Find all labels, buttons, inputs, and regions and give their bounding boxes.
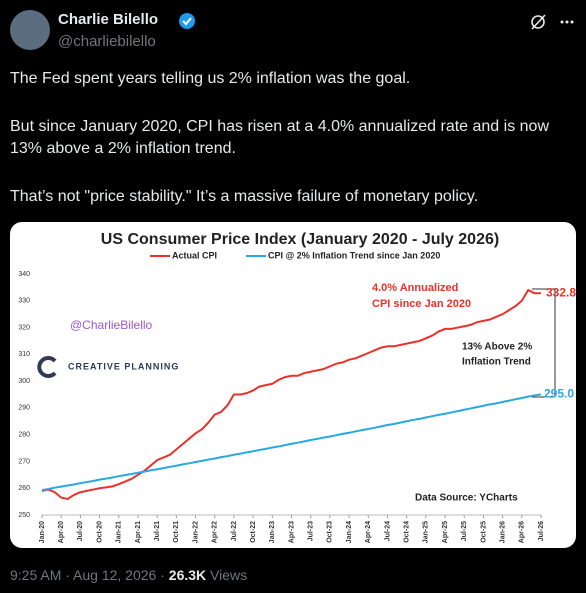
x-tick-label: Apr-25	[442, 521, 449, 543]
tweet-body: The Fed spent years telling us 2% inflat…	[10, 68, 570, 208]
avatar[interactable]	[10, 10, 50, 50]
y-tick-label: 340	[18, 271, 30, 278]
x-tick-label: Jan-23	[269, 521, 276, 543]
x-tick-label: Apr-20	[58, 521, 65, 543]
logo: CREATIVE PLANNING	[68, 361, 179, 371]
x-tick-label: Apr-26	[519, 521, 526, 543]
x-tick-label: Oct-20	[96, 521, 103, 543]
y-tick-label: 330	[18, 298, 30, 305]
x-tick-label: Oct-25	[480, 521, 487, 543]
verified-badge	[179, 13, 195, 29]
y-tick-label: 250	[18, 512, 30, 519]
y-tick-label: 290	[18, 405, 30, 412]
y-tick-label: 310	[18, 351, 30, 358]
y-tick-label: 320	[18, 324, 30, 331]
chart[interactable]: US Consumer Price Index (January 2020 - …	[10, 222, 576, 548]
x-tick-label: Apr-22	[212, 521, 219, 543]
logo-icon	[37, 356, 57, 378]
end-label: 295.0	[544, 387, 574, 401]
source: Data Source: YCharts	[415, 493, 518, 504]
tweet-paragraph: That’s not "price stability." It’s a mas…	[10, 188, 479, 205]
x-tick-label: Jan-26	[499, 521, 506, 543]
x-tick-label: Jul-20	[77, 521, 84, 541]
x-tick-label: Jan-24	[346, 521, 353, 543]
annotation: 13% Above 2%	[462, 342, 532, 353]
x-tick-label: Jul-25	[461, 521, 468, 541]
x-tick-label: Oct-21	[173, 521, 180, 543]
x-tick-label: Oct-22	[250, 521, 257, 543]
y-tick-label: 270	[18, 458, 30, 465]
legend-label: Actual CPI	[172, 250, 217, 260]
tweet-actions[interactable]	[530, 12, 576, 32]
tweet-paragraph: But since January 2020, CPI has risen at…	[10, 118, 549, 157]
x-tick-label: Jul-21	[154, 521, 161, 541]
tweet-footer: 9:25 AM · Aug 12, 2026 · 26.3K Views	[10, 567, 247, 583]
x-tick-label: Jan-21	[116, 521, 123, 543]
y-tick-label: 300	[18, 378, 30, 385]
annotation: CPI since Jan 2020	[372, 298, 471, 310]
x-tick-label: Oct-24	[403, 521, 410, 543]
views-label: Views	[210, 567, 248, 583]
x-tick-label: Jan-25	[423, 521, 430, 543]
x-tick-label: Apr-21	[135, 521, 142, 543]
x-tick-label: Apr-24	[365, 521, 372, 543]
watermark: @CharlieBilello	[70, 318, 153, 332]
series-line	[41, 393, 542, 492]
x-tick-label: Jul-22	[231, 521, 238, 541]
author-name[interactable]: Charlie Bilello	[58, 11, 159, 28]
end-label: 332.8	[546, 285, 576, 299]
legend-label: CPI @ 2% Inflation Trend since Jan 2020	[268, 250, 440, 260]
chart-title: US Consumer Price Index (January 2020 - …	[101, 231, 499, 248]
chart-background	[10, 222, 576, 548]
x-tick-label: Jan-22	[192, 521, 199, 543]
x-tick-label: Jul-23	[308, 521, 315, 541]
x-tick-label: Oct-23	[327, 521, 334, 543]
series-line	[41, 288, 541, 500]
x-tick-label: Apr-23	[288, 521, 295, 543]
tweet-paragraph: The Fed spent years telling us 2% inflat…	[10, 70, 411, 87]
timestamp[interactable]: 9:25 AM · Aug 12, 2026 ·	[10, 567, 165, 583]
y-tick-label: 280	[18, 432, 30, 439]
x-tick-label: Jul-24	[384, 521, 391, 541]
view-count: 26.3K	[168, 567, 207, 583]
x-tick-label: Jan-20	[39, 521, 46, 543]
y-tick-label: 260	[18, 485, 30, 492]
annotation: Inflation Trend	[462, 357, 531, 368]
author-handle[interactable]: @charliebilello	[58, 33, 156, 50]
annotation: 4.0% Annualized	[372, 282, 458, 294]
x-tick-label: Jul-26	[538, 521, 545, 541]
